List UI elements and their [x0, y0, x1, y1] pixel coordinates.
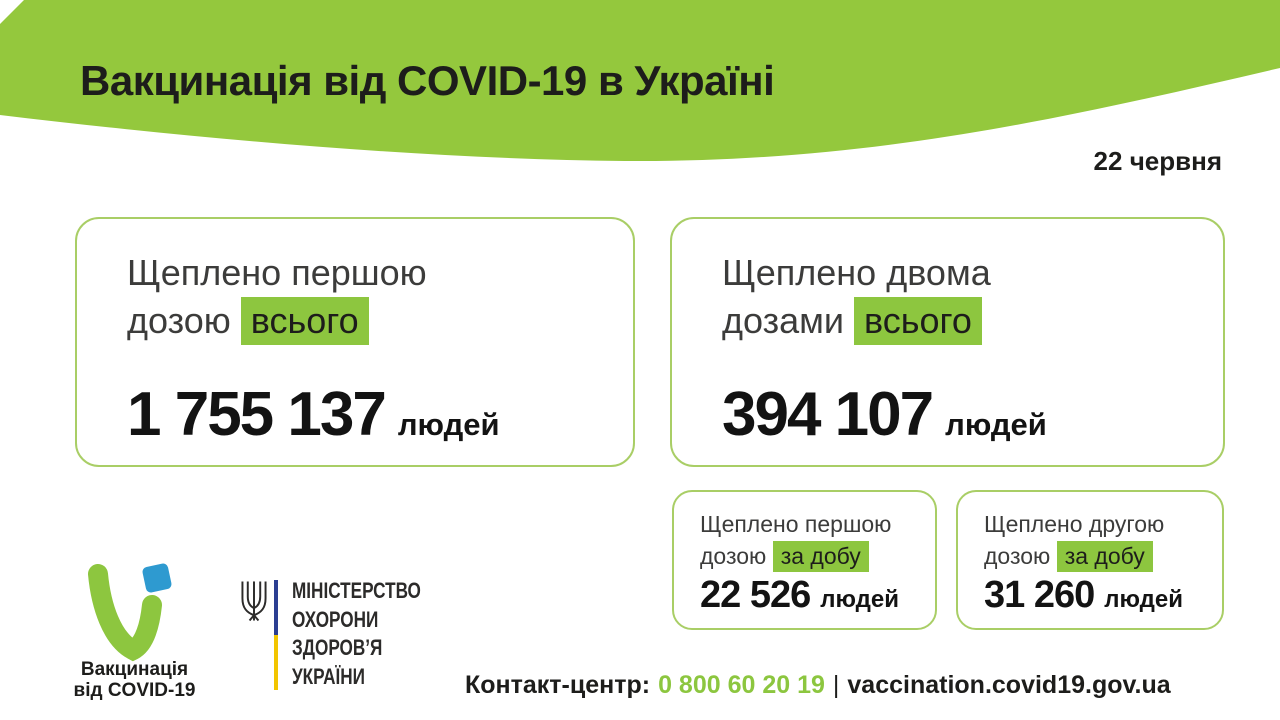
- contact-line: Контакт-центр: 0 800 60 20 19 | vaccinat…: [465, 671, 1171, 700]
- header-swoosh-shape: [0, 0, 1280, 162]
- vaccination-logo-line1: Вакцинація: [80, 659, 189, 680]
- card-label: Щеплено двома дозами всього: [722, 249, 991, 345]
- card-value-row: 31 260 людей: [984, 574, 1183, 617]
- v-swoosh-icon: [88, 564, 162, 662]
- card-label: Щеплено першою дозою всього: [127, 249, 427, 345]
- card-value-row: 22 526 людей: [700, 574, 899, 617]
- card-value-row: 394 107 людей: [722, 379, 1047, 450]
- highlight-total-badge: всього: [854, 297, 982, 345]
- ministry-logo-text: МІНІСТЕРСТВО ОХОРОНИ ЗДОРОВ’Я УКРАЇНИ: [292, 577, 457, 691]
- ministry-line1: МІНІСТЕРСТВО: [292, 578, 421, 603]
- value-number: 22 526: [700, 574, 811, 616]
- vaccination-logo-text: Вакцинація від COVID-19: [52, 659, 217, 701]
- value-unit: людей: [945, 407, 1047, 442]
- contact-label: Контакт-центр:: [465, 671, 651, 699]
- card-second-dose-total: Щеплено двома дозами всього 394 107 люде…: [670, 217, 1225, 467]
- value-number: 31 260: [984, 574, 1095, 616]
- highlight-daily-badge: за добу: [772, 541, 869, 572]
- value-unit: людей: [397, 407, 500, 442]
- value-number: 394 107: [722, 380, 934, 449]
- vaccination-logo-line2: від COVID-19: [73, 680, 196, 701]
- flag-divider: [274, 580, 278, 690]
- value-number: 1 755 137: [127, 380, 387, 449]
- v-checkmark-logo: [88, 563, 172, 662]
- ministry-line4: УКРАЇНИ: [292, 663, 365, 689]
- card-value-row: 1 755 137 людей: [127, 379, 500, 450]
- card-label: Щеплено другою дозою за добу: [984, 508, 1164, 572]
- label-line2: дозою: [127, 300, 231, 341]
- label-line2: дозою: [700, 543, 767, 569]
- ministry-line3: ЗДОРОВ’Я: [292, 635, 383, 660]
- card-second-dose-daily: Щеплено другою дозою за добу 31 260 люде…: [956, 490, 1224, 630]
- value-unit: людей: [820, 586, 899, 613]
- card-first-dose-total: Щеплено першою дозою всього 1 755 137 лю…: [75, 217, 635, 467]
- card-label: Щеплено першою дозою за добу: [700, 508, 891, 572]
- value-unit: людей: [1104, 586, 1183, 613]
- card-first-dose-daily: Щеплено першою дозою за добу 22 526 люде…: [672, 490, 937, 630]
- contact-website-link[interactable]: vaccination.covid19.gov.ua: [847, 671, 1171, 699]
- label-line2: дозами: [722, 300, 845, 341]
- label-line1: Щеплено двома: [722, 252, 991, 293]
- label-line2: дозою: [984, 543, 1051, 569]
- label-line1: Щеплено першою: [127, 252, 427, 293]
- ministry-line2: ОХОРОНИ: [292, 606, 379, 632]
- page-title: Вакцинація від COVID-19 в Україні: [80, 57, 775, 104]
- label-line1: Щеплено першою: [700, 511, 892, 537]
- blue-square-icon: [142, 563, 172, 593]
- label-line1: Щеплено другою: [984, 511, 1165, 537]
- contact-separator: |: [832, 671, 840, 699]
- report-date: 22 червня: [1093, 146, 1222, 176]
- contact-phone: 0 800 60 20 19: [658, 671, 825, 699]
- highlight-daily-badge: за добу: [1056, 541, 1153, 572]
- header-banner: [0, 0, 1280, 162]
- highlight-total-badge: всього: [240, 297, 369, 345]
- trident-icon: [241, 581, 267, 622]
